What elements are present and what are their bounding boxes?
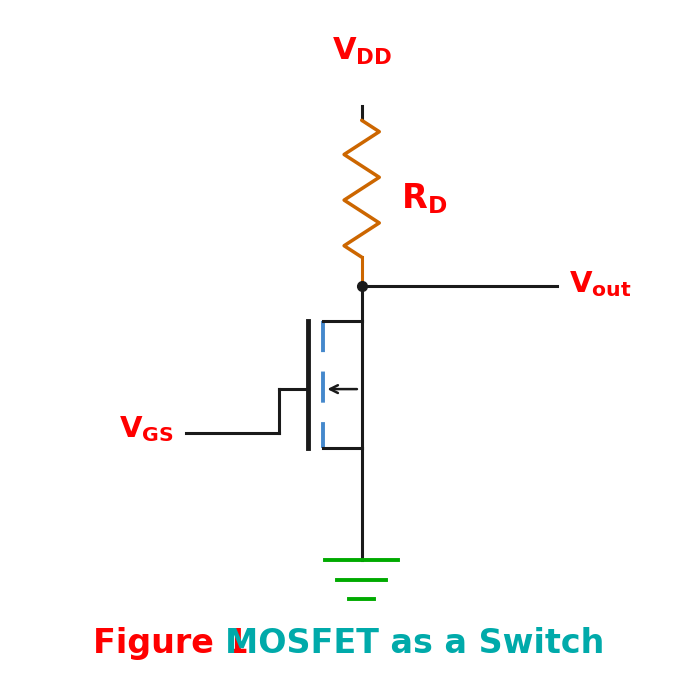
Text: Figure 1: Figure 1 bbox=[93, 626, 248, 660]
Text: $\mathbf{V_{out}}$: $\mathbf{V_{out}}$ bbox=[569, 270, 631, 300]
Text: $\mathbf{V_{DD}}$: $\mathbf{V_{DD}}$ bbox=[332, 36, 392, 66]
Text: MOSFET as a Switch: MOSFET as a Switch bbox=[225, 626, 604, 660]
Text: $\mathbf{V_{GS}}$: $\mathbf{V_{GS}}$ bbox=[119, 414, 174, 444]
Text: $\mathbf{R_{D}}$: $\mathbf{R_{D}}$ bbox=[401, 181, 447, 216]
